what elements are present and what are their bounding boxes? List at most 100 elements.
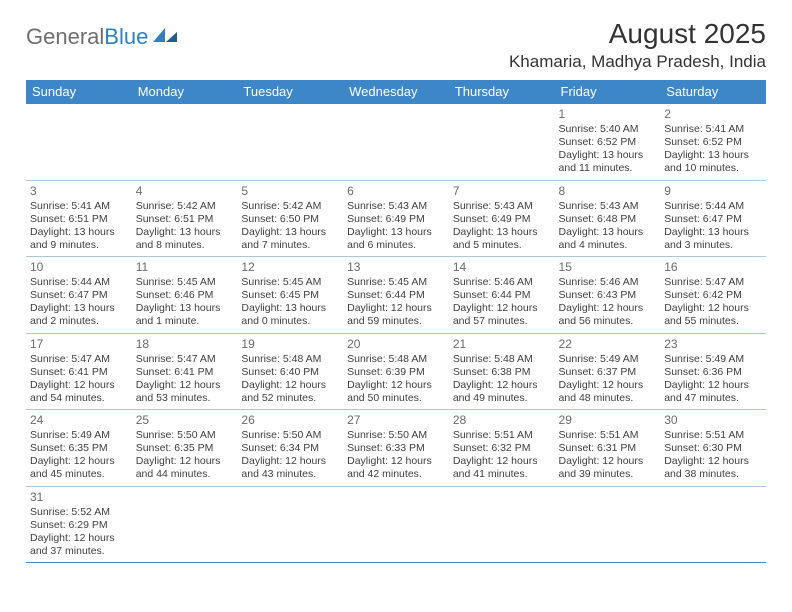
calendar-day: 22Sunrise: 5:49 AMSunset: 6:37 PMDayligh… — [555, 333, 661, 410]
calendar-day: 28Sunrise: 5:51 AMSunset: 6:32 PMDayligh… — [449, 410, 555, 487]
daylight-line: Daylight: 12 hours and 59 minutes. — [347, 302, 445, 328]
day-number: 17 — [30, 337, 128, 352]
logo-text: GeneralBlue — [26, 24, 148, 50]
sunset-line: Sunset: 6:35 PM — [136, 442, 234, 455]
sunset-line: Sunset: 6:49 PM — [453, 213, 551, 226]
daylight-line: Daylight: 12 hours and 52 minutes. — [241, 379, 339, 405]
day-number: 19 — [241, 337, 339, 352]
day-number: 25 — [136, 413, 234, 428]
sunrise-line: Sunrise: 5:51 AM — [664, 429, 762, 442]
sunset-line: Sunset: 6:33 PM — [347, 442, 445, 455]
day-number: 4 — [136, 184, 234, 199]
calendar-day: 31Sunrise: 5:52 AMSunset: 6:29 PMDayligh… — [26, 486, 132, 563]
calendar-day: 18Sunrise: 5:47 AMSunset: 6:41 PMDayligh… — [132, 333, 238, 410]
day-number: 7 — [453, 184, 551, 199]
day-number: 31 — [30, 490, 128, 505]
day-number: 18 — [136, 337, 234, 352]
sunrise-line: Sunrise: 5:46 AM — [559, 276, 657, 289]
sunset-line: Sunset: 6:45 PM — [241, 289, 339, 302]
daylight-line: Daylight: 13 hours and 5 minutes. — [453, 226, 551, 252]
daylight-line: Daylight: 13 hours and 6 minutes. — [347, 226, 445, 252]
calendar-day: 24Sunrise: 5:49 AMSunset: 6:35 PMDayligh… — [26, 410, 132, 487]
sunrise-line: Sunrise: 5:45 AM — [241, 276, 339, 289]
day-number: 9 — [664, 184, 762, 199]
sunrise-line: Sunrise: 5:42 AM — [241, 200, 339, 213]
sunrise-line: Sunrise: 5:50 AM — [241, 429, 339, 442]
daylight-line: Daylight: 13 hours and 4 minutes. — [559, 226, 657, 252]
daylight-line: Daylight: 13 hours and 10 minutes. — [664, 149, 762, 175]
daylight-line: Daylight: 12 hours and 39 minutes. — [559, 455, 657, 481]
calendar-week: 17Sunrise: 5:47 AMSunset: 6:41 PMDayligh… — [26, 333, 766, 410]
day-number: 20 — [347, 337, 445, 352]
sunrise-line: Sunrise: 5:45 AM — [136, 276, 234, 289]
day-number: 16 — [664, 260, 762, 275]
day-header: Friday — [555, 80, 661, 104]
calendar-day-empty — [449, 486, 555, 563]
calendar-day: 25Sunrise: 5:50 AMSunset: 6:35 PMDayligh… — [132, 410, 238, 487]
calendar-header: SundayMondayTuesdayWednesdayThursdayFrid… — [26, 80, 766, 104]
calendar-day: 20Sunrise: 5:48 AMSunset: 6:39 PMDayligh… — [343, 333, 449, 410]
daylight-line: Daylight: 13 hours and 8 minutes. — [136, 226, 234, 252]
calendar-day-empty — [26, 104, 132, 181]
sail-icon — [151, 26, 179, 44]
sunrise-line: Sunrise: 5:45 AM — [347, 276, 445, 289]
header-row: GeneralBlue August 2025 Khamaria, Madhya… — [26, 18, 766, 72]
calendar-day: 9Sunrise: 5:44 AMSunset: 6:47 PMDaylight… — [660, 180, 766, 257]
sunrise-line: Sunrise: 5:41 AM — [30, 200, 128, 213]
day-header: Sunday — [26, 80, 132, 104]
calendar-day: 21Sunrise: 5:48 AMSunset: 6:38 PMDayligh… — [449, 333, 555, 410]
day-number: 27 — [347, 413, 445, 428]
day-number: 26 — [241, 413, 339, 428]
sunset-line: Sunset: 6:29 PM — [30, 519, 128, 532]
calendar-table: SundayMondayTuesdayWednesdayThursdayFrid… — [26, 80, 766, 563]
sunrise-line: Sunrise: 5:40 AM — [559, 123, 657, 136]
daylight-line: Daylight: 12 hours and 49 minutes. — [453, 379, 551, 405]
calendar-day-empty — [132, 104, 238, 181]
sunset-line: Sunset: 6:43 PM — [559, 289, 657, 302]
calendar-page: GeneralBlue August 2025 Khamaria, Madhya… — [0, 0, 792, 581]
day-header: Thursday — [449, 80, 555, 104]
sunset-line: Sunset: 6:48 PM — [559, 213, 657, 226]
sunset-line: Sunset: 6:47 PM — [664, 213, 762, 226]
calendar-day-empty — [237, 104, 343, 181]
sunrise-line: Sunrise: 5:43 AM — [559, 200, 657, 213]
day-header: Monday — [132, 80, 238, 104]
sunset-line: Sunset: 6:36 PM — [664, 366, 762, 379]
sunrise-line: Sunrise: 5:49 AM — [30, 429, 128, 442]
sunset-line: Sunset: 6:40 PM — [241, 366, 339, 379]
daylight-line: Daylight: 13 hours and 11 minutes. — [559, 149, 657, 175]
calendar-day: 26Sunrise: 5:50 AMSunset: 6:34 PMDayligh… — [237, 410, 343, 487]
calendar-day: 1Sunrise: 5:40 AMSunset: 6:52 PMDaylight… — [555, 104, 661, 181]
calendar-day-empty — [343, 104, 449, 181]
month-title: August 2025 — [509, 18, 766, 50]
sunrise-line: Sunrise: 5:50 AM — [136, 429, 234, 442]
title-block: August 2025 Khamaria, Madhya Pradesh, In… — [509, 18, 766, 72]
sunrise-line: Sunrise: 5:49 AM — [664, 353, 762, 366]
sunrise-line: Sunrise: 5:51 AM — [559, 429, 657, 442]
sunrise-line: Sunrise: 5:50 AM — [347, 429, 445, 442]
sunset-line: Sunset: 6:37 PM — [559, 366, 657, 379]
sunrise-line: Sunrise: 5:48 AM — [347, 353, 445, 366]
daylight-line: Daylight: 12 hours and 42 minutes. — [347, 455, 445, 481]
calendar-day: 2Sunrise: 5:41 AMSunset: 6:52 PMDaylight… — [660, 104, 766, 181]
sunset-line: Sunset: 6:47 PM — [30, 289, 128, 302]
calendar-day: 8Sunrise: 5:43 AMSunset: 6:48 PMDaylight… — [555, 180, 661, 257]
calendar-day: 23Sunrise: 5:49 AMSunset: 6:36 PMDayligh… — [660, 333, 766, 410]
day-number: 13 — [347, 260, 445, 275]
sunrise-line: Sunrise: 5:51 AM — [453, 429, 551, 442]
calendar-day-empty — [237, 486, 343, 563]
sunrise-line: Sunrise: 5:43 AM — [347, 200, 445, 213]
calendar-day: 19Sunrise: 5:48 AMSunset: 6:40 PMDayligh… — [237, 333, 343, 410]
sunset-line: Sunset: 6:52 PM — [664, 136, 762, 149]
daylight-line: Daylight: 12 hours and 53 minutes. — [136, 379, 234, 405]
sunrise-line: Sunrise: 5:44 AM — [664, 200, 762, 213]
calendar-day: 10Sunrise: 5:44 AMSunset: 6:47 PMDayligh… — [26, 257, 132, 334]
sunset-line: Sunset: 6:51 PM — [136, 213, 234, 226]
calendar-day: 29Sunrise: 5:51 AMSunset: 6:31 PMDayligh… — [555, 410, 661, 487]
sunrise-line: Sunrise: 5:52 AM — [30, 506, 128, 519]
calendar-week: 31Sunrise: 5:52 AMSunset: 6:29 PMDayligh… — [26, 486, 766, 563]
day-header: Tuesday — [237, 80, 343, 104]
calendar-week: 3Sunrise: 5:41 AMSunset: 6:51 PMDaylight… — [26, 180, 766, 257]
daylight-line: Daylight: 12 hours and 48 minutes. — [559, 379, 657, 405]
day-number: 5 — [241, 184, 339, 199]
